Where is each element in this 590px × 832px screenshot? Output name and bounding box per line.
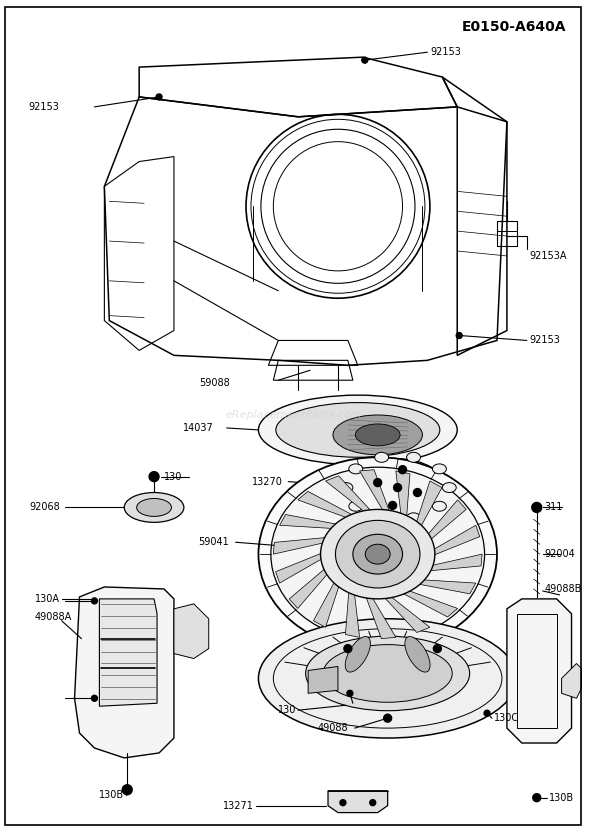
- Circle shape: [347, 691, 353, 696]
- Text: 49088A: 49088A: [35, 612, 72, 622]
- Text: E0150-A640A: E0150-A640A: [462, 21, 566, 34]
- Polygon shape: [404, 591, 458, 617]
- Ellipse shape: [407, 453, 421, 463]
- Text: 130B: 130B: [549, 793, 574, 803]
- Ellipse shape: [442, 483, 456, 493]
- Circle shape: [373, 478, 382, 487]
- Text: 130: 130: [278, 706, 296, 716]
- Ellipse shape: [333, 415, 422, 455]
- Text: 130: 130: [164, 472, 182, 482]
- Circle shape: [91, 696, 97, 701]
- Text: 92068: 92068: [29, 503, 60, 513]
- Ellipse shape: [349, 464, 363, 474]
- Ellipse shape: [336, 520, 420, 588]
- Polygon shape: [280, 514, 337, 528]
- Ellipse shape: [375, 453, 389, 463]
- Ellipse shape: [407, 513, 421, 522]
- Polygon shape: [418, 580, 476, 594]
- Circle shape: [484, 711, 490, 716]
- Ellipse shape: [306, 636, 470, 711]
- Text: 92153: 92153: [29, 102, 60, 111]
- Polygon shape: [328, 790, 388, 813]
- Ellipse shape: [432, 502, 447, 511]
- Polygon shape: [562, 663, 582, 698]
- Circle shape: [91, 598, 97, 604]
- Text: 59088: 59088: [199, 379, 230, 389]
- Ellipse shape: [365, 544, 390, 564]
- Circle shape: [362, 57, 368, 63]
- Text: 92153: 92153: [530, 335, 560, 345]
- Ellipse shape: [323, 645, 453, 702]
- Circle shape: [399, 466, 407, 473]
- Polygon shape: [346, 592, 359, 637]
- Polygon shape: [298, 492, 352, 518]
- Text: 130B: 130B: [99, 790, 124, 800]
- Polygon shape: [74, 587, 174, 758]
- Ellipse shape: [258, 458, 497, 651]
- Polygon shape: [313, 582, 339, 627]
- Ellipse shape: [355, 424, 400, 446]
- Ellipse shape: [276, 403, 440, 458]
- Ellipse shape: [124, 493, 184, 522]
- Ellipse shape: [320, 509, 435, 599]
- Polygon shape: [396, 471, 410, 516]
- Polygon shape: [273, 537, 327, 554]
- Circle shape: [389, 502, 396, 509]
- Text: 13271: 13271: [222, 800, 254, 810]
- Ellipse shape: [350, 458, 445, 517]
- Ellipse shape: [258, 395, 457, 465]
- Ellipse shape: [339, 483, 353, 493]
- Ellipse shape: [271, 468, 484, 641]
- Polygon shape: [427, 500, 466, 540]
- Text: eReplacementParts.com: eReplacementParts.com: [225, 410, 362, 420]
- Circle shape: [532, 503, 542, 513]
- Circle shape: [149, 472, 159, 482]
- Ellipse shape: [349, 502, 363, 511]
- Circle shape: [344, 645, 352, 652]
- Text: 311: 311: [545, 503, 563, 513]
- Circle shape: [394, 483, 402, 492]
- Circle shape: [156, 94, 162, 100]
- Text: 130C: 130C: [494, 713, 519, 723]
- Circle shape: [456, 333, 462, 339]
- Ellipse shape: [353, 534, 402, 574]
- Polygon shape: [428, 554, 482, 571]
- Polygon shape: [385, 597, 430, 632]
- Text: 49088: 49088: [317, 723, 348, 733]
- Text: 130A: 130A: [35, 594, 60, 604]
- Polygon shape: [417, 481, 442, 527]
- Text: 49088B: 49088B: [545, 584, 582, 594]
- Circle shape: [370, 800, 376, 805]
- Text: 13270: 13270: [253, 477, 283, 487]
- Circle shape: [122, 785, 132, 795]
- Text: 59041: 59041: [198, 537, 228, 547]
- Circle shape: [384, 714, 392, 722]
- Polygon shape: [432, 525, 480, 556]
- Polygon shape: [507, 599, 572, 743]
- Text: 92153: 92153: [430, 47, 461, 57]
- Polygon shape: [326, 476, 370, 511]
- Ellipse shape: [137, 498, 172, 517]
- Text: 14037: 14037: [183, 423, 214, 433]
- Text: 92004: 92004: [545, 549, 575, 559]
- Circle shape: [434, 645, 441, 652]
- Ellipse shape: [375, 513, 389, 522]
- Polygon shape: [359, 470, 389, 510]
- Ellipse shape: [405, 636, 430, 672]
- Circle shape: [340, 800, 346, 805]
- Polygon shape: [289, 568, 328, 608]
- Text: 92153A: 92153A: [530, 251, 567, 261]
- Polygon shape: [174, 604, 209, 658]
- Ellipse shape: [432, 464, 447, 474]
- Ellipse shape: [258, 619, 517, 738]
- Polygon shape: [276, 552, 323, 583]
- Circle shape: [533, 794, 540, 802]
- Polygon shape: [366, 598, 396, 639]
- Polygon shape: [308, 666, 338, 693]
- Ellipse shape: [345, 636, 371, 672]
- Circle shape: [414, 488, 421, 497]
- Polygon shape: [99, 599, 157, 706]
